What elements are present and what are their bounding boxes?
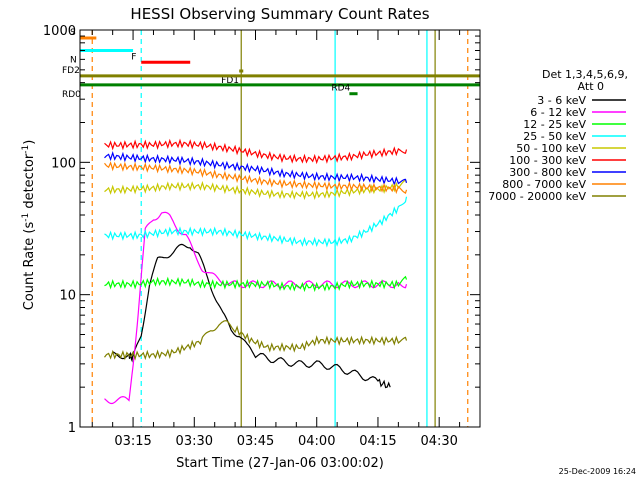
y-tick-label: 1 bbox=[68, 421, 76, 436]
flag-label-fd1: FD1 bbox=[221, 76, 239, 86]
series-line-0 bbox=[112, 243, 391, 389]
flag-label-s: S bbox=[70, 28, 76, 38]
legend-label: 50 - 100 keV bbox=[516, 142, 586, 155]
x-axis-label: Start Time (27-Jan-06 03:00:02) bbox=[176, 456, 384, 471]
flag-label-rd4: RD4 bbox=[331, 84, 350, 94]
legend-label: 800 - 7000 keV bbox=[502, 178, 586, 191]
legend-label: 300 - 800 keV bbox=[509, 166, 586, 179]
flag-label-f: F bbox=[131, 52, 136, 62]
y-axis-label-main: Count Rate (s bbox=[22, 222, 37, 311]
legend-label: 6 - 12 keV bbox=[530, 106, 586, 119]
plot-frame bbox=[79, 29, 481, 428]
flag-label-rd0: RD0 bbox=[62, 90, 81, 100]
x-tick-label: 03:15 bbox=[114, 434, 151, 449]
plot-area: S N F FD1 FD2 RD0 RD4 bbox=[62, 28, 480, 427]
series-line-8 bbox=[104, 320, 408, 361]
footer-date: 25-Dec-2009 16:24 bbox=[559, 467, 636, 476]
series-line-3 bbox=[104, 196, 408, 248]
y-tick-label: 1000 bbox=[43, 24, 76, 39]
series-line-5 bbox=[104, 138, 408, 165]
y-axis-label-end: ) bbox=[22, 140, 37, 145]
y-tick-label: 10 bbox=[59, 289, 76, 304]
legend-label: 7000 - 20000 keV bbox=[488, 190, 586, 203]
series-line-4 bbox=[104, 179, 408, 201]
chart-title: HESSI Observing Summary Count Rates bbox=[130, 5, 429, 23]
x-tick-label: 04:00 bbox=[298, 434, 335, 449]
axes: 1 10 100 1000 03:15 03:30 03:45 04:00 04:15 04:30 bbox=[43, 24, 481, 449]
y-axis-label-sup1: -1 bbox=[21, 213, 31, 222]
legend-title-1: Det 1,3,4,5,6,9, bbox=[542, 68, 628, 81]
series-line-6 bbox=[104, 151, 408, 187]
flag-label-n: N bbox=[70, 55, 77, 65]
legend-label: 25 - 50 keV bbox=[523, 130, 586, 143]
series-line-1 bbox=[104, 211, 408, 405]
legend-label: 12 - 25 keV bbox=[523, 118, 586, 131]
x-tick-label: 03:45 bbox=[237, 434, 274, 449]
x-tick-label: 04:30 bbox=[420, 434, 457, 449]
legend-label: 100 - 300 keV bbox=[509, 154, 586, 167]
flag-label-fd2: FD2 bbox=[62, 66, 80, 76]
x-tick-label: 03:30 bbox=[176, 434, 213, 449]
series-line-2 bbox=[104, 275, 408, 293]
y-axis-label-sup2: -1 bbox=[21, 145, 31, 154]
y-axis-label: Count Rate (s-1 detector-1) bbox=[21, 140, 37, 311]
y-tick-label: 100 bbox=[51, 156, 76, 171]
legend-label: 3 - 6 keV bbox=[537, 94, 586, 107]
y-axis-label-mid: detector bbox=[22, 153, 37, 213]
series-line-7 bbox=[104, 161, 408, 195]
legend-title-2: Att 0 bbox=[578, 80, 604, 93]
x-tick-label: 04:15 bbox=[359, 434, 396, 449]
